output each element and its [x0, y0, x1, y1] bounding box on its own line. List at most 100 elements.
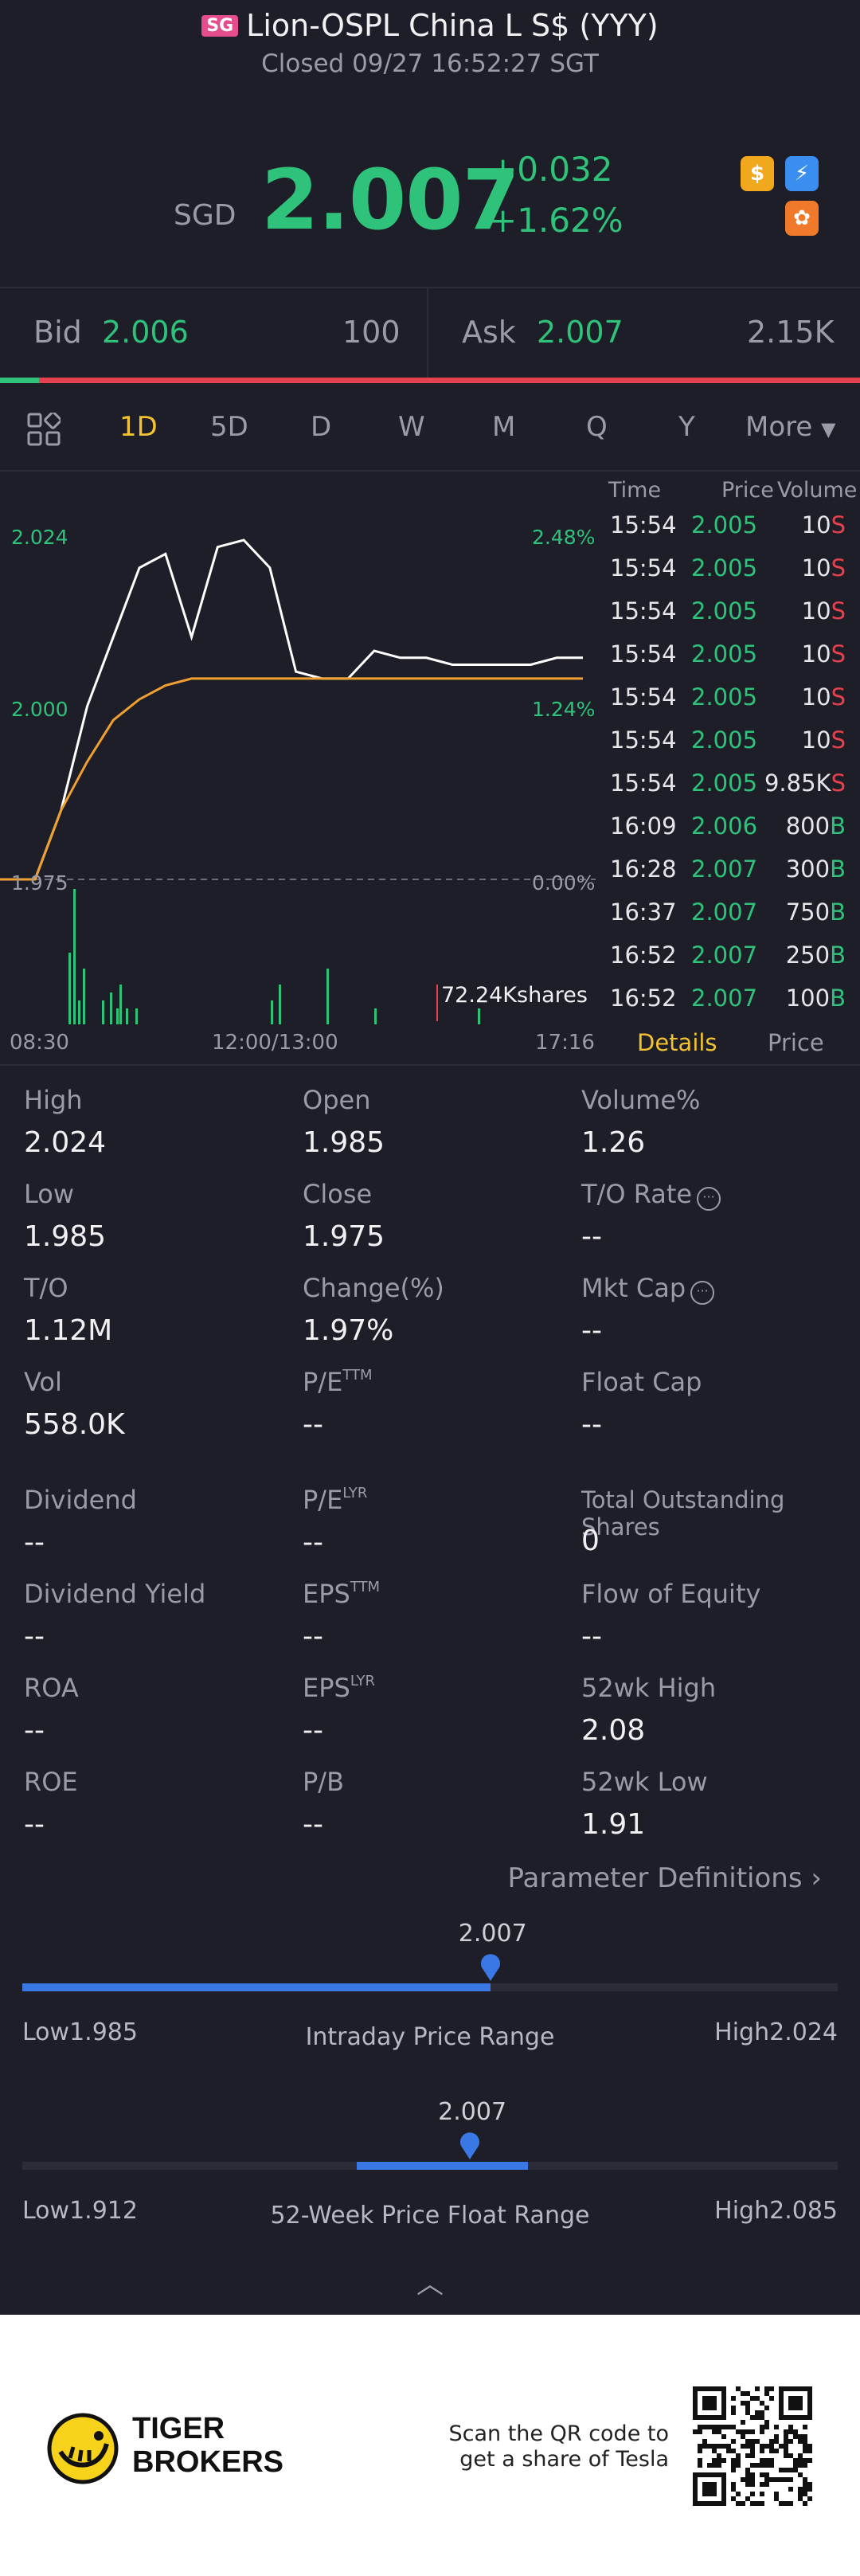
- ts-time: 16:52: [610, 942, 677, 969]
- stat-chgpct-label: Change(%): [303, 1273, 444, 1303]
- y-axis-right-label: 1.24%: [532, 698, 596, 721]
- ts-price: 2.007: [691, 942, 758, 969]
- divider: [0, 470, 860, 472]
- bid-qty: 100: [342, 315, 401, 350]
- stat-52wklow-label: 52wk Low: [581, 1767, 708, 1797]
- volume-bar: [119, 985, 122, 1024]
- tab-price[interactable]: Price: [768, 1029, 824, 1056]
- ts-time: 16:52: [610, 985, 677, 1012]
- dollar-icon[interactable]: $: [741, 156, 774, 191]
- stat-pelyr: --: [303, 1526, 323, 1559]
- last-price: 2.007: [261, 151, 520, 249]
- tab-y[interactable]: Y: [678, 411, 695, 443]
- ts-time: 15:54: [610, 554, 677, 581]
- ts-header-time: Time: [608, 478, 662, 503]
- ts-volume: 800B: [786, 812, 846, 840]
- ts-price: 2.005: [691, 554, 758, 581]
- volume-bar: [110, 992, 112, 1024]
- y-axis-right-label: 2.48%: [532, 526, 596, 549]
- volume-bar: [326, 969, 329, 1024]
- tab-m[interactable]: M: [492, 411, 516, 443]
- stat-52wklow: 1.91: [581, 1808, 646, 1841]
- volume-bars: [68, 889, 480, 1024]
- tiger-logo-icon: [47, 2413, 119, 2484]
- ts-side: B: [830, 985, 846, 1012]
- ts-time: 16:37: [610, 898, 677, 926]
- stat-floatcap: --: [581, 1408, 602, 1441]
- intraday-range-fill: [22, 1983, 491, 1991]
- intraday-low: Low1.985: [22, 2018, 138, 2046]
- layout-grid-icon[interactable]: [27, 413, 61, 446]
- ts-volume-value: 10: [801, 683, 831, 711]
- week52-current-value: 2.007: [438, 2098, 507, 2126]
- info-icon[interactable]: ···: [697, 1187, 721, 1211]
- stat-to-label: T/O: [24, 1273, 68, 1303]
- volume-bar: [73, 889, 76, 1024]
- parameter-definitions-link[interactable]: Parameter Definitions ›: [508, 1862, 822, 1894]
- stat-pettm-text: P/E: [303, 1367, 343, 1397]
- ts-price: 2.005: [691, 640, 758, 667]
- stat-torate-text: T/O Rate: [581, 1179, 693, 1209]
- ts-volume: 100B: [786, 985, 846, 1012]
- tab-1d[interactable]: 1D: [119, 411, 158, 443]
- tab-q[interactable]: Q: [586, 411, 608, 443]
- ts-time: 15:54: [610, 769, 677, 797]
- ts-volume-value: 100: [785, 985, 831, 1012]
- ts-volume: 10S: [802, 511, 846, 538]
- y-axis-left-label: 2.024: [11, 526, 68, 549]
- week52-high: High2.085: [714, 2197, 838, 2225]
- intraday-chart[interactable]: [0, 475, 597, 1024]
- tab-d[interactable]: D: [311, 411, 332, 443]
- tab-5d[interactable]: 5D: [210, 411, 248, 443]
- stat-mktcap-label[interactable]: Mkt Cap ···: [581, 1273, 715, 1305]
- week52-range-fill: [356, 2162, 528, 2170]
- stat-torate-label[interactable]: T/O Rate ···: [581, 1179, 721, 1211]
- volume-bar: [478, 1008, 480, 1024]
- ts-side: B: [830, 942, 846, 969]
- tab-details[interactable]: Details: [637, 1029, 717, 1056]
- ts-side: S: [831, 511, 846, 538]
- orange-badge-icon[interactable]: ✿: [785, 201, 819, 236]
- flash-icon[interactable]: ⚡: [785, 156, 819, 191]
- qr-caption-line-1: Scan the QR code to: [448, 2421, 669, 2446]
- average-line: [0, 677, 583, 881]
- stat-flow: --: [581, 1620, 602, 1653]
- stock-title: SG Lion-OSPL China L S$ (YYY): [0, 8, 860, 43]
- stock-name: Lion-OSPL China L S$ (YYY): [246, 8, 659, 43]
- market-status: Closed 09/27 16:52:27 SGT: [261, 49, 599, 78]
- stat-52wkhigh: 2.08: [581, 1714, 646, 1747]
- ts-volume-value: 750: [785, 898, 831, 926]
- volume-bar: [271, 1000, 273, 1024]
- stat-open: 1.985: [303, 1126, 385, 1159]
- stat-pettm-sup: TTM: [342, 1367, 373, 1384]
- volume-bar: [116, 1008, 119, 1024]
- price-change-pct: +1.62%: [489, 201, 624, 240]
- stat-pb: --: [303, 1808, 323, 1841]
- week52-pin-icon: [460, 2132, 480, 2159]
- ts-time: 15:54: [610, 726, 677, 754]
- ask-label: Ask: [462, 315, 516, 350]
- stat-volpct-label: Volume%: [581, 1085, 701, 1115]
- ts-time: 15:54: [610, 597, 677, 624]
- tab-more[interactable]: More ▼: [745, 411, 836, 443]
- intraday-range-track: [22, 1983, 838, 1991]
- chevron-up-icon[interactable]: ︿: [416, 2269, 444, 2300]
- info-icon[interactable]: ···: [690, 1281, 715, 1305]
- ts-volume-value: 10: [801, 554, 831, 581]
- brand-line-1: TIGER: [132, 2412, 225, 2445]
- volume-bar: [279, 985, 281, 1024]
- chevron-right-icon: ›: [811, 1862, 822, 1894]
- stat-roe: --: [24, 1808, 45, 1841]
- price-change: +0.032: [489, 150, 613, 189]
- ts-header-volume: Volume: [777, 478, 858, 503]
- ts-volume: 750B: [786, 898, 846, 926]
- bid-ratio-fill: [0, 378, 39, 383]
- chevron-down-icon: ▼: [821, 418, 836, 440]
- tab-w[interactable]: W: [398, 411, 425, 443]
- stat-roa-label: ROA: [24, 1673, 79, 1703]
- stat-vol: 558.0K: [24, 1408, 125, 1441]
- ask-price: 2.007: [537, 315, 624, 350]
- market-badge: SG: [201, 15, 239, 37]
- ts-volume-value: 10: [801, 726, 831, 754]
- stat-to: 1.12M: [24, 1314, 113, 1347]
